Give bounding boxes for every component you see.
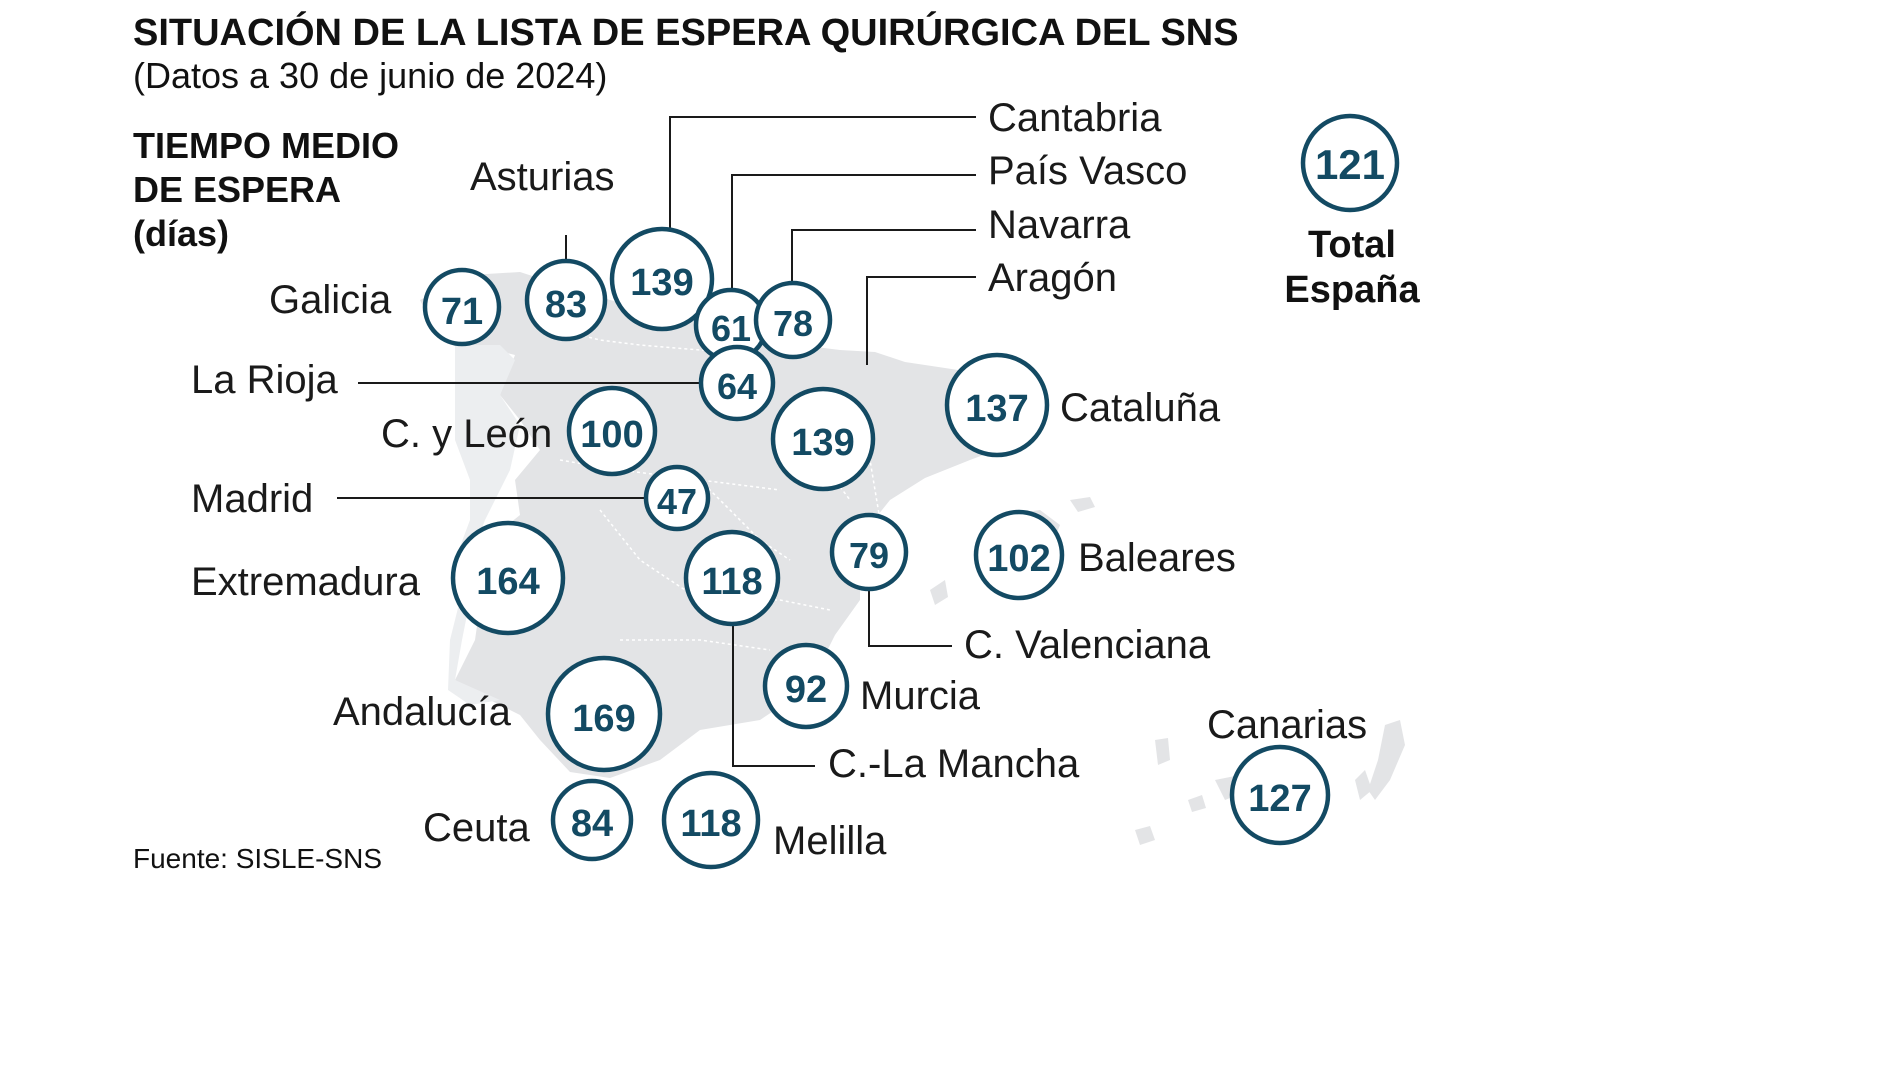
value-madrid: 47 xyxy=(657,481,697,522)
legend-line-1: TIEMPO MEDIO xyxy=(133,125,399,166)
chart-title: SITUACIÓN DE LA LISTA DE ESPERA QUIRÚRGI… xyxy=(133,10,1239,54)
circle-aragon xyxy=(770,386,876,492)
circle-andalucia xyxy=(545,655,663,773)
canarias-shape-6 xyxy=(1135,826,1155,845)
value-melilla: 118 xyxy=(680,803,741,845)
canarias-shape-5 xyxy=(1155,738,1170,765)
peninsula-shape xyxy=(420,272,1040,778)
circle-cantabria xyxy=(609,226,715,332)
circle-ceuta xyxy=(550,778,634,862)
value-valenciana: 79 xyxy=(849,535,889,576)
label-baleares: Baleares xyxy=(1078,536,1236,580)
source-note: Fuente: SISLE-SNS xyxy=(133,843,382,874)
leader-cantabria xyxy=(669,116,976,230)
leader-aragon xyxy=(866,276,976,365)
legend-line-3: (días) xyxy=(133,213,229,254)
circle-extremadura xyxy=(450,520,566,636)
value-circles xyxy=(422,113,1400,870)
label-asturias: Asturias xyxy=(470,155,615,199)
value-cantabria: 139 xyxy=(630,262,693,304)
label-pais-vasco: País Vasco xyxy=(988,149,1187,193)
circle-asturias xyxy=(524,258,608,342)
region-labels: Cantabria País Vasco Navarra Aragón Astu… xyxy=(191,96,1367,863)
value-murcia: 92 xyxy=(785,669,827,711)
label-cantabria: Cantabria xyxy=(988,96,1162,140)
leader-valenciana xyxy=(868,590,952,647)
spain-waiting-list-map: SITUACIÓN DE LA LISTA DE ESPERA QUIRÚRGI… xyxy=(133,10,1420,874)
circle-madrid xyxy=(643,464,711,532)
label-castilla-la-mancha: C.-La Mancha xyxy=(828,742,1080,786)
value-pais-vasco: 61 xyxy=(711,308,751,349)
label-extremadura: Extremadura xyxy=(191,560,421,604)
value-castilla-leon: 100 xyxy=(580,414,643,456)
value-baleares: 102 xyxy=(987,538,1050,580)
value-ceuta: 84 xyxy=(571,803,613,845)
chart-subtitle: (Datos a 30 de junio de 2024) xyxy=(133,55,607,96)
circle-castilla-leon xyxy=(566,385,658,477)
value-galicia: 71 xyxy=(441,291,483,333)
label-andalucia: Andalucía xyxy=(333,690,512,734)
circle-valenciana xyxy=(829,512,909,592)
value-navarra: 78 xyxy=(773,303,813,344)
label-galicia: Galicia xyxy=(269,278,392,322)
canarias-shape-4 xyxy=(1188,795,1206,812)
legend-line-2: DE ESPERA xyxy=(133,169,341,210)
leader-castilla-la-mancha xyxy=(732,624,815,767)
canarias-shape-2 xyxy=(1355,770,1372,800)
label-navarra: Navarra xyxy=(988,203,1131,247)
total-label-1: Total xyxy=(1308,224,1396,266)
value-castilla-la-mancha: 118 xyxy=(701,561,762,603)
leader-pais-vasco xyxy=(731,174,976,297)
label-la-rioja: La Rioja xyxy=(191,358,339,402)
canarias-shape-1 xyxy=(1368,720,1405,800)
value-asturias: 83 xyxy=(545,284,587,326)
circle-murcia xyxy=(762,642,850,730)
value-canarias: 127 xyxy=(1248,778,1311,820)
label-aragon: Aragón xyxy=(988,256,1117,300)
menorca-shape xyxy=(1070,497,1095,512)
label-ceuta: Ceuta xyxy=(423,806,530,850)
leader-navarra xyxy=(791,229,976,283)
label-murcia: Murcia xyxy=(860,674,981,718)
circle-total xyxy=(1300,113,1400,213)
circle-galicia xyxy=(422,267,502,347)
circle-la-rioja xyxy=(698,344,776,422)
label-cataluna: Cataluña xyxy=(1060,386,1221,430)
circle-navarra xyxy=(753,280,833,360)
label-melilla: Melilla xyxy=(773,819,887,863)
circle-melilla xyxy=(661,770,761,870)
label-valenciana: C. Valenciana xyxy=(964,623,1211,667)
value-la-rioja: 64 xyxy=(717,366,757,407)
leader-lines xyxy=(337,116,976,767)
label-castilla-leon: C. y León xyxy=(381,412,552,456)
value-andalucia: 169 xyxy=(572,698,635,740)
label-madrid: Madrid xyxy=(191,477,313,521)
total-label-2: España xyxy=(1284,269,1420,311)
value-extremadura: 164 xyxy=(476,561,539,603)
circle-cataluna xyxy=(944,352,1050,458)
circle-castilla-la-mancha xyxy=(683,529,781,627)
circle-canarias xyxy=(1229,744,1331,846)
value-aragon: 139 xyxy=(791,422,854,464)
value-labels: 121 71 83 139 61 78 64 100 139 137 47 79… xyxy=(441,141,1385,845)
label-canarias: Canarias xyxy=(1207,703,1367,747)
circle-baleares xyxy=(973,509,1065,601)
ibiza-shape xyxy=(930,580,948,605)
value-total: 121 xyxy=(1315,141,1385,188)
value-cataluna: 137 xyxy=(965,388,1028,430)
